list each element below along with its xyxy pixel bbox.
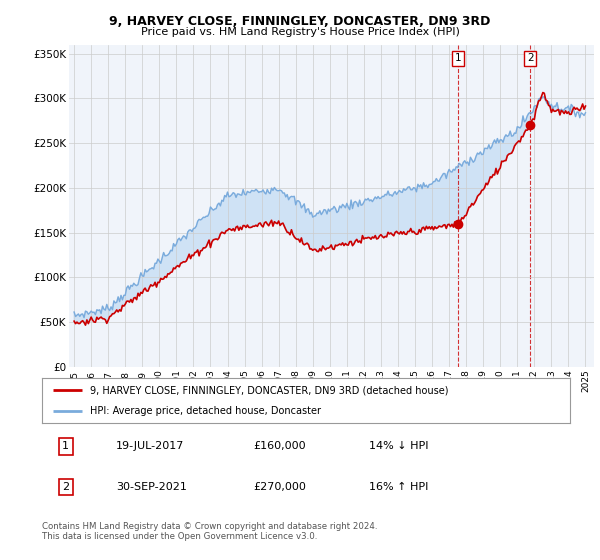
- Text: 2: 2: [62, 482, 70, 492]
- Text: £270,000: £270,000: [253, 482, 306, 492]
- Text: 30-SEP-2021: 30-SEP-2021: [116, 482, 187, 492]
- Text: 1: 1: [455, 53, 461, 63]
- Text: Price paid vs. HM Land Registry's House Price Index (HPI): Price paid vs. HM Land Registry's House …: [140, 27, 460, 37]
- Text: £160,000: £160,000: [253, 441, 306, 451]
- Text: 9, HARVEY CLOSE, FINNINGLEY, DONCASTER, DN9 3RD (detached house): 9, HARVEY CLOSE, FINNINGLEY, DONCASTER, …: [89, 385, 448, 395]
- Text: Contains HM Land Registry data © Crown copyright and database right 2024.
This d: Contains HM Land Registry data © Crown c…: [42, 522, 377, 542]
- Text: 19-JUL-2017: 19-JUL-2017: [116, 441, 184, 451]
- Text: HPI: Average price, detached house, Doncaster: HPI: Average price, detached house, Donc…: [89, 405, 320, 416]
- Text: 1: 1: [62, 441, 69, 451]
- Text: 14% ↓ HPI: 14% ↓ HPI: [370, 441, 429, 451]
- Text: 2: 2: [527, 53, 533, 63]
- Text: 9, HARVEY CLOSE, FINNINGLEY, DONCASTER, DN9 3RD: 9, HARVEY CLOSE, FINNINGLEY, DONCASTER, …: [109, 15, 491, 27]
- Text: 16% ↑ HPI: 16% ↑ HPI: [370, 482, 429, 492]
